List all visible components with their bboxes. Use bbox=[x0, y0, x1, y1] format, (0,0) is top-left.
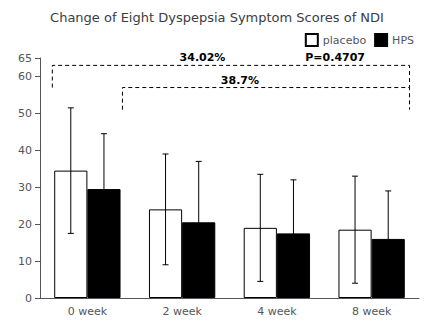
svg-text:50: 50 bbox=[18, 107, 32, 120]
svg-text:Change of Eight Dyspepsia Symp: Change of Eight Dyspepsia Symptom Scores… bbox=[50, 10, 384, 25]
svg-text:38.7%: 38.7% bbox=[221, 74, 259, 87]
svg-text:0: 0 bbox=[25, 292, 32, 305]
svg-text:40: 40 bbox=[18, 144, 32, 157]
svg-text:placebo: placebo bbox=[323, 34, 367, 47]
svg-text:60: 60 bbox=[18, 70, 32, 83]
svg-text:65: 65 bbox=[18, 52, 32, 65]
svg-text:HPS: HPS bbox=[392, 34, 414, 47]
svg-text:30: 30 bbox=[18, 181, 32, 194]
svg-text:P=0.4707: P=0.4707 bbox=[305, 51, 365, 64]
svg-text:10: 10 bbox=[18, 255, 32, 268]
svg-text:2 week: 2 week bbox=[162, 305, 202, 318]
svg-text:0 week: 0 week bbox=[68, 305, 108, 318]
svg-text:34.02%: 34.02% bbox=[180, 51, 226, 64]
svg-text:4 week: 4 week bbox=[257, 305, 297, 318]
svg-text:20: 20 bbox=[18, 218, 32, 231]
svg-text:8 week: 8 week bbox=[352, 305, 392, 318]
